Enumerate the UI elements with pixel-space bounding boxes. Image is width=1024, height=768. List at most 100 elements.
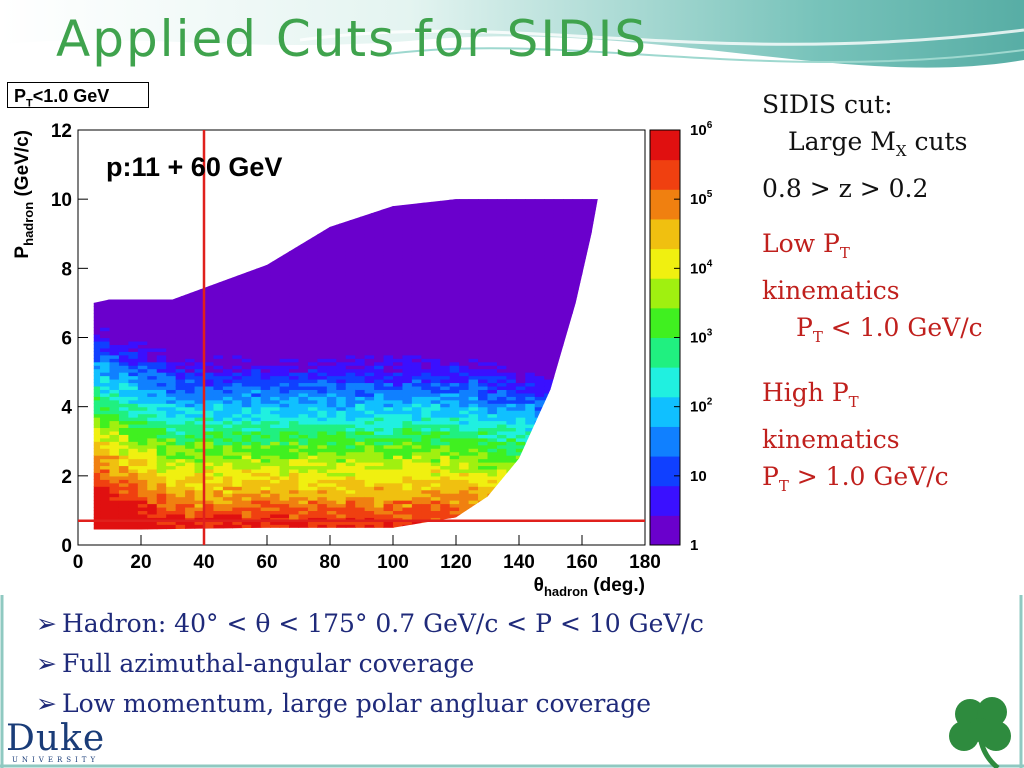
- density-cell: [393, 399, 404, 404]
- density-cell: [402, 451, 413, 456]
- density-cell: [326, 285, 337, 290]
- density-cell: [364, 275, 375, 280]
- density-cell: [430, 261, 441, 266]
- density-cell: [525, 275, 536, 280]
- density-cell: [100, 399, 111, 404]
- density-cell: [345, 486, 356, 491]
- density-cell: [478, 302, 489, 307]
- density-cell: [553, 327, 564, 332]
- density-cell: [506, 340, 517, 346]
- density-cell: [374, 510, 385, 515]
- density-cell: [326, 430, 337, 435]
- density-cell: [307, 517, 318, 522]
- density-cell: [298, 226, 309, 231]
- density-cell: [449, 379, 460, 384]
- density-cell: [175, 406, 186, 411]
- density-cell: [307, 223, 318, 228]
- density-cell: [147, 361, 158, 366]
- density-cell: [317, 199, 328, 200]
- density-cell: [525, 475, 536, 480]
- density-cell: [194, 524, 205, 529]
- density-cell: [336, 430, 347, 435]
- density-cell: [364, 285, 375, 290]
- density-cell: [289, 278, 300, 283]
- density-cell: [563, 479, 574, 484]
- density-cell: [496, 268, 507, 273]
- density-cell: [393, 468, 404, 473]
- density-cell: [222, 448, 233, 453]
- density-cell: [393, 372, 404, 377]
- density-cell: [534, 527, 545, 530]
- density-cell: [364, 385, 375, 390]
- density-cell: [307, 285, 318, 290]
- density-cell: [241, 410, 252, 415]
- density-cell: [440, 199, 451, 200]
- density-cell: [393, 500, 404, 505]
- density-cell: [118, 320, 129, 325]
- density-cell: [468, 458, 479, 463]
- density-cell: [147, 344, 158, 349]
- density-cell: [326, 441, 337, 446]
- density-cell: [204, 309, 215, 314]
- density-cell: [496, 524, 507, 529]
- density-cell: [175, 206, 186, 211]
- density-cell: [156, 527, 167, 530]
- density-cell: [137, 417, 148, 422]
- density-cell: [137, 216, 148, 221]
- density-cell: [449, 278, 460, 283]
- density-cell: [137, 316, 148, 321]
- density-cell: [345, 396, 356, 401]
- density-cell: [137, 226, 148, 231]
- density-cell: [411, 479, 422, 484]
- density-cell: [468, 396, 479, 401]
- density-cell: [449, 354, 460, 359]
- density-cell: [534, 479, 545, 484]
- density-cell: [260, 413, 271, 418]
- density-cell: [222, 493, 233, 498]
- density-cell: [204, 361, 215, 366]
- density-cell: [449, 365, 460, 370]
- density-cell: [260, 517, 271, 522]
- density-cell: [109, 420, 120, 425]
- density-cell: [440, 375, 451, 380]
- density-cell: [383, 320, 394, 325]
- density-cell: [298, 230, 309, 235]
- density-cell: [270, 448, 281, 453]
- density-cell: [289, 296, 300, 301]
- density-cell: [534, 448, 545, 453]
- density-cell: [506, 510, 517, 515]
- density-cell: [298, 389, 309, 394]
- density-cell: [421, 517, 432, 522]
- density-cell: [534, 482, 545, 487]
- density-cell: [289, 358, 300, 363]
- density-cell: [440, 475, 451, 480]
- density-cell: [544, 254, 555, 259]
- density-cell: [449, 254, 460, 259]
- density-cell: [534, 496, 545, 501]
- density-cell: [402, 347, 413, 352]
- density-cell: [383, 278, 394, 283]
- density-cell: [289, 385, 300, 390]
- density-cell: [506, 216, 517, 221]
- density-cell: [147, 282, 158, 287]
- density-cell: [307, 379, 318, 384]
- density-cell: [307, 261, 318, 266]
- density-cell: [402, 316, 413, 321]
- density-cell: [251, 517, 262, 522]
- density-cell: [487, 261, 498, 266]
- density-cell: [298, 420, 309, 425]
- density-cell: [421, 420, 432, 425]
- density-cell: [298, 354, 309, 359]
- density-cell: [166, 202, 177, 207]
- density-cell: [100, 385, 111, 390]
- density-cell: [487, 302, 498, 307]
- density-cell: [251, 513, 262, 518]
- density-cell: [496, 489, 507, 494]
- density-cell: [421, 465, 432, 470]
- density-cell: [336, 503, 347, 508]
- density-cell: [553, 437, 564, 442]
- density-cell: [279, 496, 290, 501]
- density-cell: [393, 486, 404, 491]
- density-cell: [478, 209, 489, 214]
- density-cell: [204, 282, 215, 287]
